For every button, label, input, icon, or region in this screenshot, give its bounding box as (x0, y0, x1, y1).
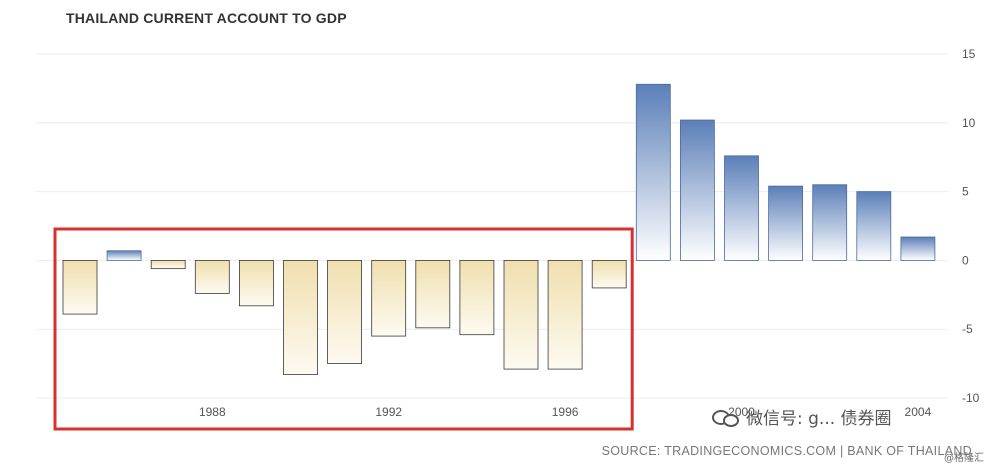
y-tick-label: 10 (962, 116, 976, 130)
x-axis: 1988 1992 1996 2000 2004 (199, 405, 932, 419)
x-tick-label: 1988 (199, 405, 226, 419)
x-tick-label: 1996 (552, 405, 579, 419)
bar-1988 (194, 259, 230, 294)
bar-1998 (635, 83, 671, 261)
y-tick-label: 5 (962, 185, 969, 199)
y-tick-label: 0 (962, 253, 969, 267)
bar-1992 (371, 259, 407, 337)
bar-1986 (106, 250, 142, 261)
gridlines (36, 53, 948, 399)
y-axis: 15 10 5 0 -5 -10 (962, 47, 980, 405)
highlight-box (53, 227, 634, 431)
wechat-watermark: 微信号: g... 债券圈 (712, 404, 892, 429)
chart-title: THAILAND CURRENT ACCOUNT TO GDP (66, 10, 347, 26)
bar-1994 (459, 259, 495, 336)
x-tick-label: 1992 (375, 405, 402, 419)
bar-2001 (768, 185, 803, 261)
bar-1993 (415, 259, 451, 329)
bar-1990 (283, 259, 318, 376)
bar-1991 (327, 259, 363, 364)
y-tick-label: -5 (962, 322, 973, 336)
bar-1995 (503, 259, 539, 370)
x-tick-label: 2004 (905, 405, 932, 419)
bar-1997 (591, 259, 627, 289)
bar-1987 (150, 259, 186, 270)
y-tick-label: 15 (962, 47, 976, 61)
source-note: SOURCE: TRADINGECONOMICS.COM | BANK OF T… (601, 444, 972, 458)
bar-2000 (724, 155, 759, 261)
bar-1999 (680, 119, 715, 261)
bar-2004 (900, 236, 936, 261)
weibo-watermark: @格隆汇 (944, 453, 984, 464)
watermark-text: 微信号: g... 债券圈 (746, 409, 892, 429)
bar-1996 (547, 259, 583, 370)
wechat-icon (712, 408, 740, 427)
y-tick-label: -10 (962, 391, 980, 405)
bar-2003 (856, 191, 892, 261)
bar-1985 (62, 259, 98, 315)
bar-1989 (238, 259, 274, 307)
bar-2002 (812, 184, 848, 261)
bars (62, 83, 936, 376)
